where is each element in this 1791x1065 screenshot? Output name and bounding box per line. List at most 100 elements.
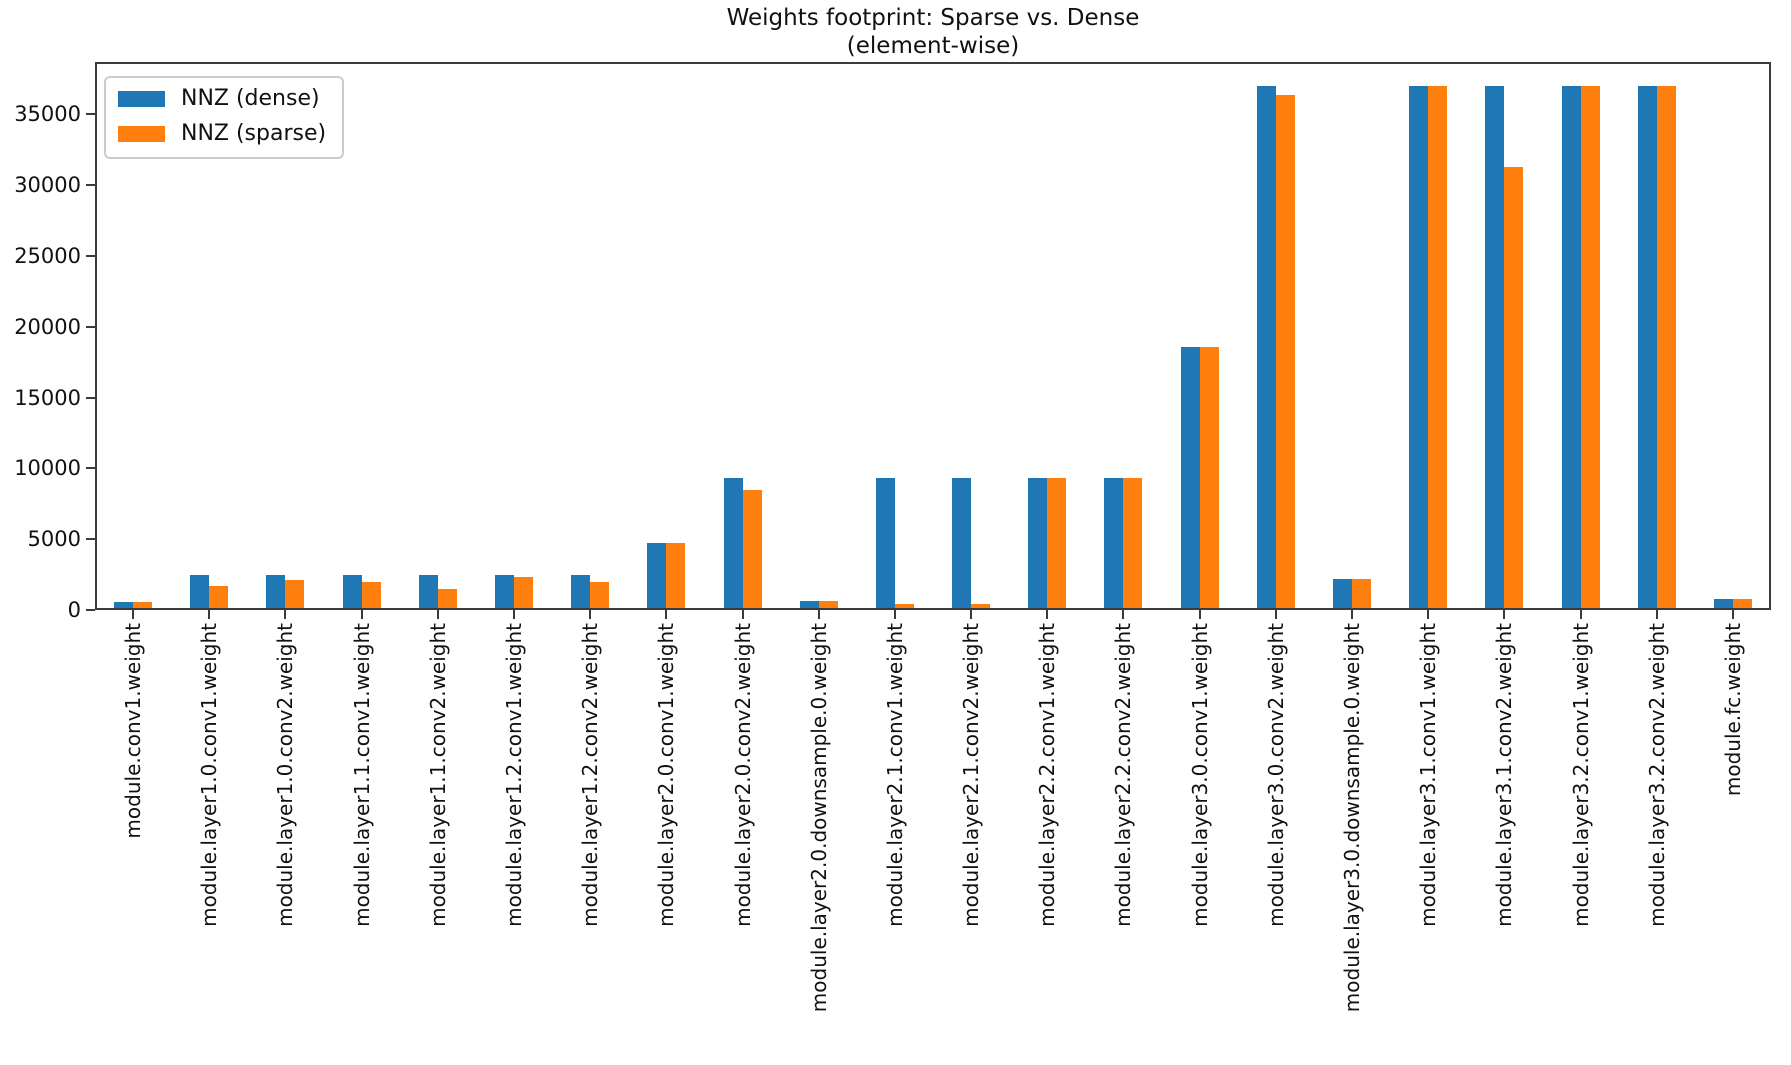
y-tick-mark (86, 467, 95, 470)
x-tick-mark (1580, 610, 1582, 619)
bar-sparse-module.layer3.0.conv2.weight (1276, 95, 1295, 608)
y-tick-mark (86, 609, 95, 611)
bar-sparse-module.layer2.0.conv2.weight (743, 490, 762, 608)
sparse-series-swatch (118, 126, 165, 142)
y-tick-mark (86, 396, 95, 399)
x-tick-label: module.layer2.2.conv2.weight (1111, 623, 1135, 927)
bar-dense-module.layer2.2.conv2.weight (1104, 478, 1123, 608)
bar-dense-module.layer2.1.conv2.weight (952, 478, 971, 608)
x-tick-mark (1656, 610, 1658, 619)
x-tick-label: module.layer1.0.conv1.weight (197, 623, 221, 927)
bar-sparse-module.fc.weight (1733, 599, 1752, 608)
y-tick-label: 20000 (14, 314, 81, 339)
x-tick-label: module.layer1.0.conv2.weight (273, 623, 297, 927)
bar-sparse-module.layer3.0.downsample.0.weight (1352, 579, 1371, 608)
y-tick-label: 5000 (27, 527, 81, 552)
bar-sparse-module.layer1.0.conv1.weight (209, 586, 228, 608)
x-tick-label: module.layer2.1.conv1.weight (883, 623, 907, 927)
legend-item-sparse: NNZ (sparse) (118, 122, 326, 146)
dense-series-swatch (118, 91, 165, 107)
bar-sparse-module.layer2.1.conv2.weight (971, 604, 990, 608)
bar-sparse-module.layer3.2.conv1.weight (1581, 86, 1600, 608)
x-tick-label: module.layer3.0.conv2.weight (1264, 623, 1288, 927)
x-tick-label: module.layer2.1.conv2.weight (959, 623, 983, 927)
legend-label-sparse: NNZ (sparse) (181, 121, 327, 146)
x-tick-mark (132, 610, 134, 619)
x-tick-label: module.layer3.0.conv1.weight (1188, 623, 1212, 927)
bar-sparse-module.conv1.weight (133, 602, 152, 608)
x-tick-label: module.layer2.0.conv1.weight (654, 623, 678, 927)
y-tick-label: 30000 (14, 173, 81, 198)
x-tick-mark (818, 610, 820, 619)
x-tick-mark (1122, 610, 1124, 619)
x-tick-mark (1351, 610, 1353, 619)
bar-dense-module.layer1.2.conv1.weight (495, 575, 514, 608)
y-tick-label: 10000 (14, 456, 81, 481)
bar-sparse-module.layer1.1.conv2.weight (438, 589, 457, 608)
x-tick-label: module.layer1.2.conv2.weight (578, 623, 602, 927)
legend-label-dense: NNZ (dense) (181, 86, 320, 111)
bar-sparse-module.layer3.2.conv2.weight (1657, 86, 1676, 608)
x-tick-label: module.layer1.1.conv2.weight (426, 623, 450, 927)
bar-sparse-module.layer2.1.conv1.weight (895, 604, 914, 608)
bar-dense-module.layer2.1.conv1.weight (876, 478, 895, 608)
bar-dense-module.layer1.0.conv1.weight (190, 575, 209, 608)
bar-sparse-module.layer3.0.conv1.weight (1200, 347, 1219, 608)
y-tick-label: 35000 (14, 102, 81, 127)
x-tick-mark (513, 610, 515, 619)
x-tick-label: module.fc.weight (1721, 623, 1745, 797)
chart-title-line1: Weights footprint: Sparse vs. Dense (726, 5, 1140, 31)
bar-dense-module.layer1.1.conv1.weight (343, 575, 362, 608)
bar-sparse-module.layer3.1.conv1.weight (1428, 86, 1447, 608)
bar-dense-module.layer3.0.conv2.weight (1257, 86, 1276, 608)
bar-dense-module.layer2.0.downsample.0.weight (800, 601, 819, 608)
chart-title: Weights footprint: Sparse vs. Dense (ele… (95, 4, 1771, 60)
y-tick-mark (86, 538, 95, 541)
x-tick-mark (1427, 610, 1429, 619)
y-tick-label: 15000 (14, 385, 81, 410)
bar-sparse-module.layer2.2.conv2.weight (1123, 478, 1142, 608)
legend: NNZ (dense) NNZ (sparse) (104, 76, 345, 159)
plot-area: NNZ (dense) NNZ (sparse) (95, 62, 1771, 610)
y-tick-label: 0 (67, 598, 81, 622)
bar-dense-module.layer3.0.conv1.weight (1181, 347, 1200, 608)
x-tick-label: module.layer1.2.conv1.weight (502, 623, 526, 927)
bar-dense-module.layer1.0.conv2.weight (266, 575, 285, 608)
bar-dense-module.layer3.2.conv2.weight (1638, 86, 1657, 608)
y-tick-mark (86, 255, 95, 258)
x-tick-label: module.layer2.2.conv1.weight (1035, 623, 1059, 927)
bar-dense-module.layer3.2.conv1.weight (1562, 86, 1581, 608)
bar-sparse-module.layer2.2.conv1.weight (1047, 478, 1066, 608)
bar-sparse-module.layer3.1.conv2.weight (1504, 167, 1523, 608)
x-tick-label: module.layer3.2.conv2.weight (1645, 623, 1669, 927)
x-tick-mark (1503, 610, 1505, 619)
bar-dense-module.conv1.weight (114, 602, 133, 608)
legend-item-dense: NNZ (dense) (118, 87, 326, 111)
bar-dense-module.layer2.0.conv1.weight (647, 543, 666, 608)
bar-dense-module.layer2.0.conv2.weight (724, 478, 743, 608)
x-tick-mark (1046, 610, 1048, 619)
x-tick-mark (208, 610, 210, 619)
bar-sparse-module.layer1.2.conv1.weight (514, 577, 533, 608)
bar-sparse-module.layer2.0.downsample.0.weight (819, 601, 838, 608)
bar-dense-module.layer2.2.conv1.weight (1028, 478, 1047, 608)
x-tick-label: module.layer3.2.conv1.weight (1569, 623, 1593, 927)
x-tick-mark (1199, 610, 1201, 619)
x-tick-label: module.layer2.0.downsample.0.weight (807, 623, 831, 1013)
x-tick-mark (437, 610, 439, 619)
x-tick-label: module.conv1.weight (121, 623, 145, 839)
x-tick-mark (589, 610, 591, 619)
bar-dense-module.layer1.1.conv2.weight (419, 575, 438, 608)
bar-dense-module.layer3.1.conv1.weight (1409, 86, 1428, 608)
x-tick-mark (1732, 610, 1734, 619)
bar-sparse-module.layer2.0.conv1.weight (666, 543, 685, 608)
x-tick-mark (742, 610, 744, 619)
y-tick-mark (86, 325, 95, 328)
bar-dense-module.layer3.0.downsample.0.weight (1333, 579, 1352, 608)
x-tick-mark (284, 610, 286, 619)
bar-sparse-module.layer1.0.conv2.weight (285, 580, 304, 608)
x-tick-label: module.layer3.0.downsample.0.weight (1340, 623, 1364, 1013)
x-tick-mark (1275, 610, 1277, 619)
y-tick-label: 25000 (14, 244, 81, 269)
bar-dense-module.layer3.1.conv2.weight (1485, 86, 1504, 608)
